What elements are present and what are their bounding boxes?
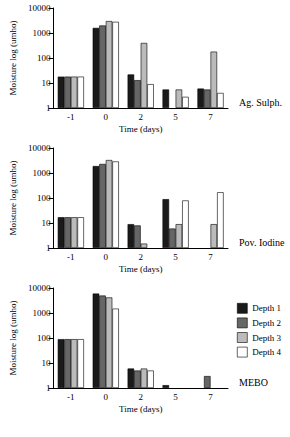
- svg-text:10000: 10000: [28, 283, 51, 293]
- svg-text:Depth 1: Depth 1: [252, 303, 281, 313]
- svg-text:0: 0: [104, 252, 109, 262]
- svg-text:1000: 1000: [32, 168, 51, 178]
- svg-text:10: 10: [41, 358, 51, 368]
- svg-text:Time (days): Time (days): [119, 404, 162, 414]
- svg-text:10: 10: [41, 78, 51, 88]
- svg-text:Moisture log (umho): Moisture log (umho): [8, 301, 18, 376]
- svg-text:1000: 1000: [32, 308, 51, 318]
- svg-text:10: 10: [41, 218, 51, 228]
- svg-text:0: 0: [104, 112, 109, 122]
- svg-text:5: 5: [173, 252, 178, 262]
- svg-text:1: 1: [46, 383, 51, 393]
- svg-text:100: 100: [37, 333, 51, 343]
- svg-text:1: 1: [46, 243, 51, 253]
- svg-text:100: 100: [37, 53, 51, 63]
- svg-text:5: 5: [173, 392, 178, 402]
- svg-text:10000: 10000: [28, 143, 51, 153]
- svg-text:Time (days): Time (days): [119, 124, 162, 134]
- svg-text:10000: 10000: [28, 3, 51, 13]
- svg-text:2: 2: [138, 392, 143, 402]
- svg-text:Pov. Iodine: Pov. Iodine: [239, 237, 285, 248]
- svg-text:7: 7: [208, 112, 213, 122]
- svg-text:5: 5: [173, 112, 178, 122]
- svg-text:7: 7: [208, 392, 213, 402]
- svg-text:-1: -1: [67, 252, 75, 262]
- svg-text:Depth 2: Depth 2: [252, 318, 281, 328]
- svg-text:1000: 1000: [32, 28, 51, 38]
- svg-text:Ag. Sulph.: Ag. Sulph.: [239, 97, 282, 108]
- svg-text:Moisture log (umho): Moisture log (umho): [8, 21, 18, 96]
- svg-text:2: 2: [138, 252, 143, 262]
- svg-text:0: 0: [104, 392, 109, 402]
- svg-text:-1: -1: [67, 392, 75, 402]
- svg-text:7: 7: [208, 252, 213, 262]
- svg-text:100: 100: [37, 193, 51, 203]
- svg-text:Time (days): Time (days): [119, 264, 162, 274]
- svg-text:Moisture log (umho): Moisture log (umho): [8, 161, 18, 236]
- svg-text:2: 2: [138, 112, 143, 122]
- svg-text:Depth 4: Depth 4: [252, 347, 281, 357]
- svg-text:Depth 3: Depth 3: [252, 333, 281, 343]
- svg-text:1: 1: [46, 103, 51, 113]
- svg-text:-1: -1: [67, 112, 75, 122]
- svg-text:MEBO: MEBO: [239, 377, 268, 388]
